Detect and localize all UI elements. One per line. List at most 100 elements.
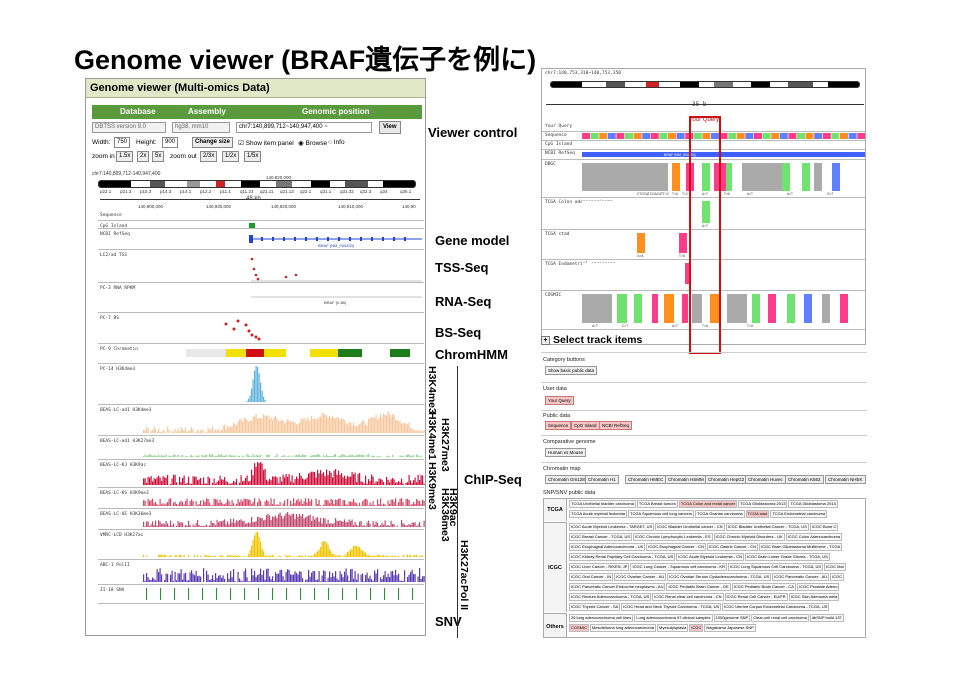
snv-dataset-button[interactable]: 1000genome SNP xyxy=(713,614,751,622)
chromatin-button[interactable]: Chromatin H1 xyxy=(585,475,619,484)
track-label[interactable]: BEAS-LC-OE H3K36me3 xyxy=(100,512,152,517)
zoom-out-2-3x[interactable]: 2/3x xyxy=(200,151,218,162)
snv-dataset-button[interactable]: ICGC Breast Cancer - TCGA, US xyxy=(569,533,633,541)
show-panel-checkbox[interactable]: ☑ Show item panel xyxy=(238,140,294,147)
snv-dataset-button[interactable]: ICGC Lung Squamous Cell Carcinoma - TCGA… xyxy=(727,563,824,571)
right-track-label[interactable]: Your Query xyxy=(545,124,573,129)
snv-dataset-button[interactable]: ICGC Acute Myeloid Leukemia - CN xyxy=(676,553,744,561)
expand-icon[interactable]: + xyxy=(541,335,550,345)
snv-dataset-button[interactable]: TCGA Glioblastoma 2013 xyxy=(788,500,838,508)
track-label[interactable]: VMRC-LCD H3K27ac xyxy=(100,533,144,538)
snv-dataset-button[interactable]: Clear-cell renal cell carcinoma xyxy=(751,614,809,622)
snv-dataset-button[interactable]: ICGC Bladder Urothelial cancer - CN xyxy=(655,523,725,531)
snv-dataset-button[interactable]: ICGC Mal xyxy=(824,563,846,571)
snv-dataset-button[interactable]: Mesotelioma lung adenocarcinoma xyxy=(590,624,657,632)
assembly-select[interactable]: hg38, mm10 xyxy=(172,122,230,133)
ncbi-refseq-button[interactable]: NCBI RefSeq xyxy=(599,421,633,430)
chromatin-button[interactable]: Chromatin NHEK xyxy=(825,475,866,484)
track-label[interactable]: Sequence xyxy=(100,213,122,218)
zoom-out-1-2x[interactable]: 1/2x xyxy=(222,151,240,162)
track-label[interactable]: ABC-1 PolII xyxy=(100,563,130,568)
snv-dataset-button[interactable]: TCGA Urothelial bladder carcinoma xyxy=(569,500,636,508)
width-input[interactable]: 750 xyxy=(114,137,131,148)
chromatin-button[interactable]: Chromatin Huvec xyxy=(745,475,786,484)
snv-dataset-button[interactable]: TCGA Glioblastoma 2013 xyxy=(738,500,788,508)
snv-dataset-button[interactable]: ICGC Rectum Adenocarcinoma - TCGA, US xyxy=(569,593,652,601)
snv-dataset-button[interactable]: ICGC Ovarian Serous Cystadenocarcinoma -… xyxy=(667,573,772,581)
database-select[interactable]: DBTSS version 9.0 xyxy=(92,122,166,133)
track-label[interactable]: BEAS-LC-ad1 H3K4me3 xyxy=(100,408,152,413)
zoom-in-1-5x[interactable]: 1.5x xyxy=(116,151,134,162)
cpg-island-button[interactable]: CpG Island xyxy=(571,421,600,430)
chromatin-button[interactable]: Chromatin HMEC xyxy=(625,475,667,484)
snv-dataset-button[interactable]: ICGC Chronic Myeloid Disorders - UK xyxy=(713,533,785,541)
right-track-label[interactable]: TCGA Endometrial carcinoma xyxy=(545,262,616,267)
snv-dataset-button[interactable]: ICGC Head and Neck Thyroid Carcinoma - T… xyxy=(621,603,722,611)
track-label[interactable]: PC-3 RNA RPKM xyxy=(100,286,136,291)
position-input[interactable]: chr7:140,899,712~140,947,400 ~ xyxy=(236,122,372,133)
snv-dataset-button[interactable]: ICGC Skin Adenoma mela xyxy=(788,593,840,601)
snv-dataset-button[interactable]: ICGC Pediatric Brain Cancer - DE xyxy=(666,583,731,591)
right-track-label[interactable]: TCGA Colon adenocarcinoma xyxy=(545,200,613,205)
right-track-label[interactable]: TCGA stad xyxy=(545,232,570,237)
snv-dataset-button[interactable]: ICGC Pediatric Brain Cancer - CA xyxy=(731,583,796,591)
snv-dataset-button[interactable]: ICGC Thyroid Cancer - SA xyxy=(569,603,621,611)
snv-dataset-button[interactable]: ICGC xyxy=(830,573,845,581)
track-label[interactable]: BEAS-LC-KJ H3K9ac xyxy=(100,463,147,468)
right-track-label[interactable]: Sequence xyxy=(545,133,567,138)
track-label[interactable]: BEAS-LC-KS H3K9me3 xyxy=(100,491,149,496)
select-track-items-header[interactable]: + Select track items xyxy=(541,334,642,346)
snv-dataset-button[interactable]: dbSNP build 137 xyxy=(809,614,844,622)
chromatin-button[interactable]: Chromatin K562 xyxy=(785,475,824,484)
snv-dataset-button[interactable]: ICGC Brain Glioblastoma Multiforme - TCG… xyxy=(758,543,843,551)
track-label[interactable]: PC-14 H3K4me3 xyxy=(100,367,136,372)
snv-dataset-button[interactable]: TCGA Ovarian carcinoma xyxy=(695,510,745,518)
snv-dataset-button[interactable]: ICGC Uterine Corpus Endometrial Carcinom… xyxy=(722,603,830,611)
snv-dataset-button[interactable]: TCGA Squamous cell lung cancers xyxy=(628,510,695,518)
browse-radio[interactable]: ◉ Browse xyxy=(298,140,328,147)
snv-dataset-button[interactable]: ICGC Lung Cancer - Squamous cell carcino… xyxy=(630,563,727,571)
snv-dataset-button[interactable]: ICGC Esophageal Cancer - CN xyxy=(646,543,706,551)
chromatin-button[interactable]: Chromatin HepG2 xyxy=(705,475,748,484)
height-input[interactable]: 900 xyxy=(162,137,179,148)
snv-dataset-button[interactable]: ICGC Bladder Urothelial Cancer - TCGA, U… xyxy=(725,523,809,531)
snv-dataset-button[interactable]: TCGA Endometrial carcinoma xyxy=(770,510,828,518)
snv-dataset-button[interactable]: Myelodysplasia xyxy=(657,624,689,632)
info-radio[interactable]: ○ Info xyxy=(328,139,345,146)
snv-dataset-button[interactable]: ICGC Esophageal Adenocarcinoma - UK xyxy=(569,543,646,551)
snv-dataset-button[interactable]: ICGC Colon Adenocarcinoma xyxy=(785,533,843,541)
snv-dataset-button[interactable]: ICGC Renal Cell Cancer - EU/FR xyxy=(724,593,788,601)
snv-dataset-button[interactable]: ICGC Kidney Renal Papillary Cell Carcino… xyxy=(569,553,676,561)
snv-dataset-button[interactable]: Nagahama Japanese SNP xyxy=(704,624,756,632)
right-track-label[interactable]: COSMIC xyxy=(545,293,562,298)
track-label[interactable]: PC-9 Chromatin xyxy=(100,347,138,352)
snv-dataset-button[interactable]: ICGC Brain Lower Grade Glioma - TCGA, US xyxy=(745,553,830,561)
view-button[interactable]: View xyxy=(379,121,401,134)
snv-dataset-button[interactable]: ICGC Oral Cancer - IN xyxy=(569,573,614,581)
chromosome-ideogram[interactable] xyxy=(98,180,416,188)
snv-dataset-button[interactable]: ICGC Pancreatic Cancer Endocrine neoplas… xyxy=(569,583,666,591)
snv-dataset-button[interactable]: ICGC Pancreatic Cancer - AU xyxy=(772,573,830,581)
track-label[interactable]: II-18 SNV xyxy=(100,588,125,593)
snv-dataset-button[interactable]: ICGC xyxy=(689,624,704,632)
snv-dataset-button[interactable]: ICGC Ovarian Cancer - AU xyxy=(614,573,667,581)
chromatin-button[interactable]: Chromatin HSMM xyxy=(665,475,707,484)
zoom-in-2x[interactable]: 2x xyxy=(137,151,150,162)
right-track-label[interactable]: NCBI RefSeq xyxy=(545,151,575,156)
snv-dataset-button[interactable]: ICGC Liver Cancer - RIKEN, JP xyxy=(569,563,630,571)
human-vs-mouse-button[interactable]: Human vs Mouse xyxy=(545,448,587,457)
right-track-label[interactable]: DBGC xyxy=(545,162,556,167)
snv-dataset-button[interactable]: TCGA Acute myeloid leukemia xyxy=(569,510,628,518)
snv-dataset-button[interactable]: TCGA stad xyxy=(745,510,770,518)
track-label[interactable]: NCBI RefSeq xyxy=(100,232,130,237)
snv-dataset-button[interactable]: ICGC Acute Myeloid Leukemia - TARGET, US xyxy=(569,523,655,531)
snv-dataset-button[interactable]: ICGC Chronic Lymphocytic Leukemia - ES xyxy=(633,533,713,541)
snv-dataset-button[interactable]: ICGC Renal clear cell carcinoma - CN xyxy=(652,593,724,601)
show-basic-button[interactable]: Show basic public data xyxy=(545,366,598,375)
snv-dataset-button[interactable]: ICGC Prostate Adeno xyxy=(796,583,840,591)
snv-dataset-button[interactable]: COSMIC xyxy=(569,624,589,632)
snv-dataset-button[interactable]: TCGA Breast tumors xyxy=(636,500,678,508)
snv-dataset-button[interactable]: 26 lung adenocarcinoma cell lines xyxy=(569,614,634,622)
zoom-out-1-5x[interactable]: 1/5x xyxy=(244,151,262,162)
right-ideogram[interactable] xyxy=(550,81,860,88)
